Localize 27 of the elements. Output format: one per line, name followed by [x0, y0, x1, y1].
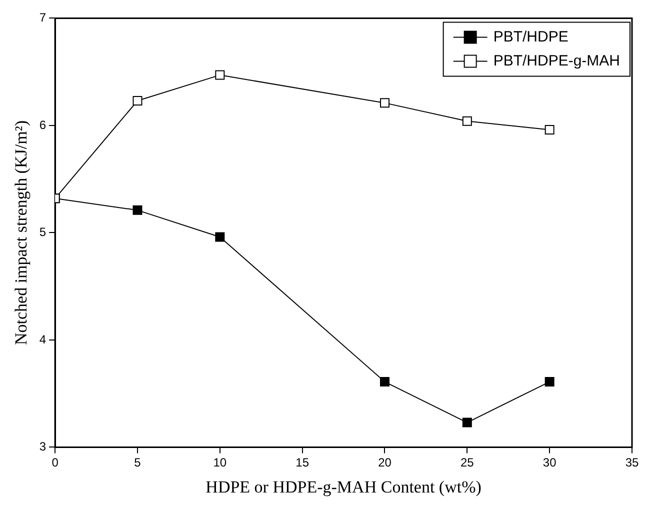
x-tick-label: 35 — [625, 456, 639, 470]
y-tick-label: 5 — [39, 225, 46, 240]
legend-label: PBT/HDPE — [493, 28, 568, 46]
point — [380, 377, 390, 387]
x-tick-label: 30 — [542, 456, 557, 470]
point — [132, 205, 142, 215]
point — [544, 377, 554, 387]
y-tick-label: 6 — [39, 118, 46, 132]
x-tick-label: 25 — [460, 456, 474, 470]
y-tick-label: 4 — [39, 332, 46, 346]
x-axis-title: HDPE or HDPE-g-MAH Content (wt%) — [206, 477, 482, 496]
point — [462, 116, 472, 126]
legend-label: PBT/HDPE-g-MAH — [493, 52, 620, 70]
point — [544, 125, 554, 134]
x-tick-label: 15 — [296, 456, 310, 470]
x-tick-label: 0 — [52, 456, 59, 470]
y-tick-label: 7 — [39, 10, 46, 25]
x-tick-label: 20 — [378, 456, 392, 470]
point — [132, 96, 142, 106]
point — [215, 232, 225, 242]
x-tick-label: 10 — [213, 456, 227, 470]
x-tick-label: 5 — [134, 456, 142, 470]
y-tick-label: 3 — [39, 440, 46, 454]
point — [380, 98, 390, 108]
point — [215, 70, 225, 80]
y-axis-title: Notched impact strength (KJ/m²) — [12, 120, 31, 346]
point — [462, 418, 472, 428]
